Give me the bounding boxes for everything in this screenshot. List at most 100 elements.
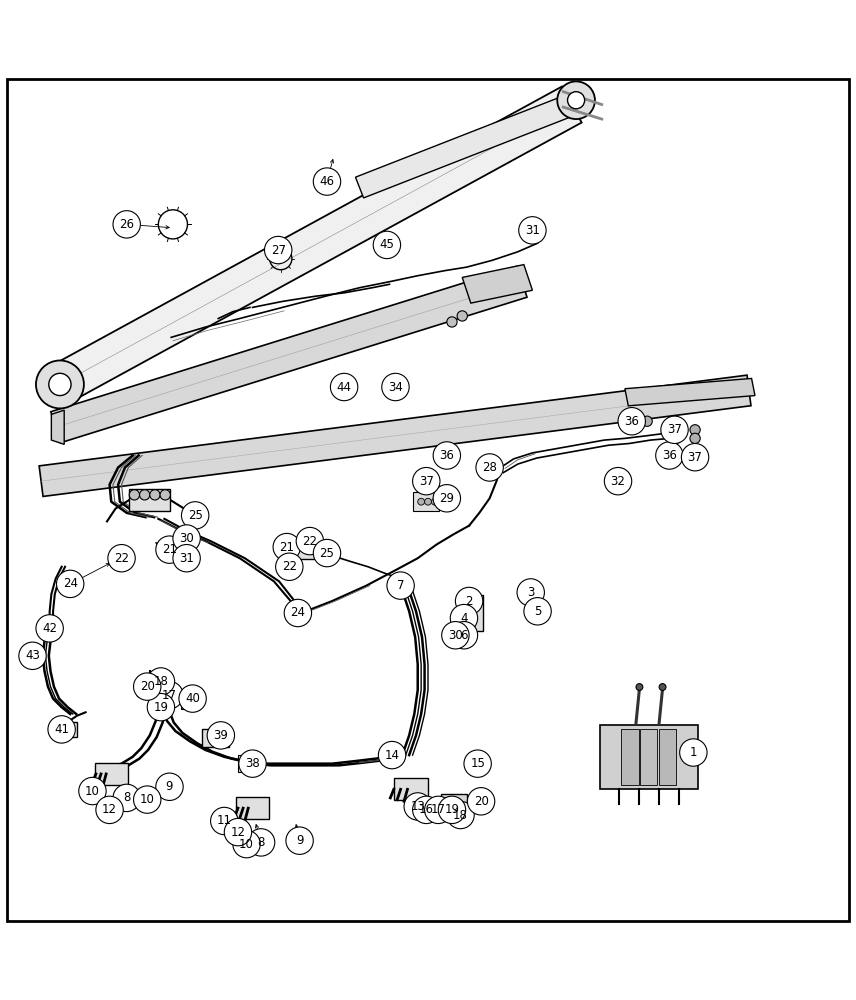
Circle shape [79,777,106,805]
Text: 15: 15 [470,757,485,770]
Circle shape [455,587,483,615]
Circle shape [450,622,478,649]
Text: 19: 19 [153,701,169,714]
Text: 9: 9 [166,780,173,793]
Circle shape [659,684,666,690]
Bar [413,492,439,511]
Circle shape [447,317,457,327]
Text: 32: 32 [610,475,626,488]
Circle shape [147,668,175,695]
Text: 10: 10 [140,793,155,806]
Text: 45: 45 [379,238,395,251]
Bar [659,729,676,785]
Text: 22: 22 [282,560,297,573]
Circle shape [524,228,534,238]
Circle shape [532,223,543,233]
Circle shape [636,684,643,690]
Circle shape [224,818,252,846]
Circle shape [524,598,551,625]
Bar [236,797,269,819]
Circle shape [296,527,324,555]
Text: 38: 38 [245,757,260,770]
Text: 10: 10 [85,785,100,798]
Text: 8: 8 [258,836,265,849]
Circle shape [156,536,183,563]
Circle shape [36,615,63,642]
Circle shape [467,597,475,605]
Text: 5: 5 [534,605,541,618]
Circle shape [656,442,683,469]
Text: 12: 12 [230,826,246,839]
Circle shape [442,454,452,464]
Polygon shape [51,410,64,444]
Text: 1: 1 [690,746,697,759]
Text: 11: 11 [217,814,232,828]
Circle shape [690,425,700,435]
Text: 24: 24 [290,606,306,619]
Text: 36: 36 [439,449,455,462]
Text: 20: 20 [140,680,155,693]
Text: 29: 29 [439,492,455,505]
Text: 4: 4 [461,612,467,625]
Text: 36: 36 [624,415,639,428]
Bar [56,722,78,737]
Text: 17: 17 [162,689,177,702]
Circle shape [681,444,709,471]
Text: 8: 8 [123,791,130,804]
Text: 27: 27 [270,244,286,257]
Circle shape [173,545,200,572]
Circle shape [179,685,206,712]
Text: 22: 22 [302,535,318,548]
Circle shape [447,801,474,829]
Circle shape [56,570,84,598]
Circle shape [467,613,475,622]
Text: 43: 43 [25,649,40,662]
Text: 44: 44 [336,381,352,394]
Circle shape [276,553,303,580]
Text: 25: 25 [187,509,203,522]
Circle shape [378,240,389,250]
Text: 37: 37 [419,475,434,488]
Circle shape [156,681,183,709]
Circle shape [568,92,585,109]
Circle shape [618,408,645,435]
Text: 42: 42 [42,622,57,635]
Circle shape [330,373,358,401]
Circle shape [49,373,71,396]
Bar [621,729,639,785]
Text: 37: 37 [687,451,703,464]
Circle shape [140,490,150,500]
Circle shape [467,621,475,629]
Circle shape [96,796,123,824]
Text: 46: 46 [319,175,335,188]
Circle shape [457,311,467,321]
Circle shape [425,498,431,505]
Bar [95,763,128,785]
Text: 41: 41 [54,723,69,736]
Bar [599,725,698,789]
Polygon shape [462,265,532,303]
Text: 19: 19 [444,803,460,816]
Circle shape [557,81,595,119]
Polygon shape [51,266,527,443]
Circle shape [413,796,440,824]
Circle shape [36,360,84,408]
Circle shape [387,572,414,599]
Circle shape [312,541,321,550]
Bar [394,778,428,800]
Circle shape [273,533,300,561]
Bar [238,755,262,772]
Text: 6: 6 [461,629,467,642]
Circle shape [160,490,170,500]
Circle shape [265,236,292,264]
Bar [441,794,467,813]
Polygon shape [39,375,751,496]
Text: 10: 10 [239,838,254,851]
Circle shape [680,739,707,766]
Circle shape [304,541,312,550]
Circle shape [433,442,461,469]
Circle shape [433,485,461,512]
Circle shape [113,211,140,238]
Text: 2: 2 [466,595,473,608]
Circle shape [156,773,183,800]
